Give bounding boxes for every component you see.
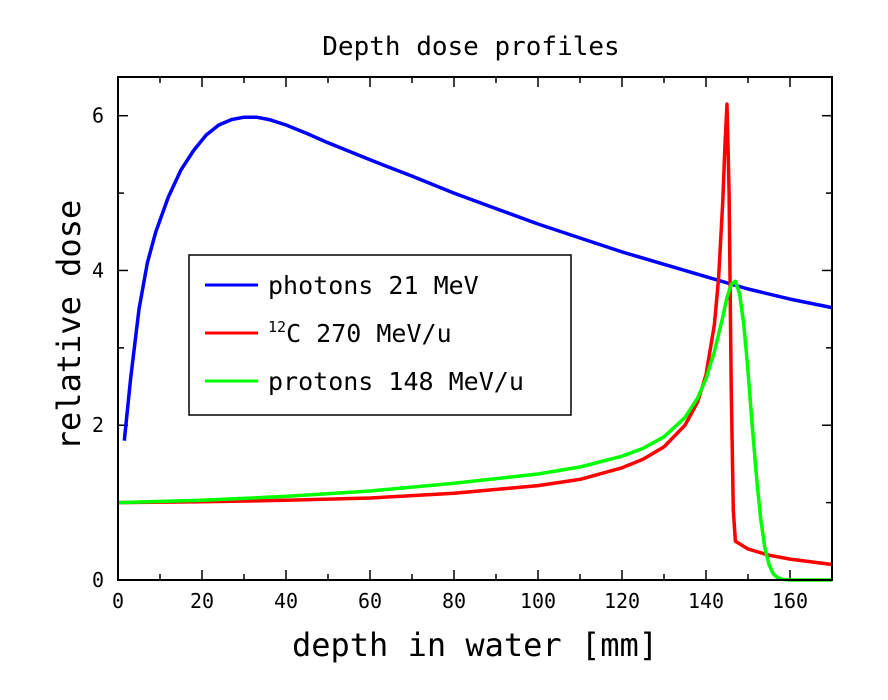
x-tick-label: 20 — [190, 589, 214, 613]
series-line-photons — [122, 115, 833, 441]
x-tick-label: 0 — [112, 589, 124, 613]
legend-label-protons: protons 148 MeV/u — [268, 367, 524, 396]
plot-frame — [117, 76, 833, 581]
x-tick-label: 100 — [520, 589, 556, 613]
series-line-protons — [117, 279, 832, 582]
series-layer — [117, 102, 833, 582]
y-tick-label: 2 — [92, 413, 104, 437]
x-tick-label: 140 — [688, 589, 724, 613]
legend-label-carbon-superscript: 12 — [268, 318, 286, 336]
x-tick-label: 40 — [274, 589, 298, 613]
y-tick-label: 6 — [92, 104, 104, 128]
x-tick-label: 160 — [772, 589, 808, 613]
legend: photons 21 MeV 12C 270 MeV/u protons 148… — [188, 254, 572, 416]
x-tick-label: 120 — [604, 589, 640, 613]
tick-labels: 0 20 40 60 80 100 120 140 160 0 2 4 6 — [92, 104, 808, 613]
legend-label-photons: photons 21 MeV — [268, 271, 479, 300]
y-tick-label: 4 — [92, 258, 104, 282]
chart-title: Depth dose profiles — [322, 32, 619, 62]
legend-box — [188, 254, 572, 416]
y-tick-label: 0 — [92, 568, 104, 592]
legend-label-carbon-text: C 270 MeV/u — [286, 319, 452, 348]
legend-label-carbon: 12C 270 MeV/u — [268, 318, 452, 348]
x-axis-title: depth in water [mm] — [292, 626, 658, 664]
series-line-carbon — [117, 102, 833, 567]
x-tick-label: 60 — [358, 589, 382, 613]
x-tick-label: 80 — [442, 589, 466, 613]
y-axis-title: relative dose — [50, 200, 88, 450]
